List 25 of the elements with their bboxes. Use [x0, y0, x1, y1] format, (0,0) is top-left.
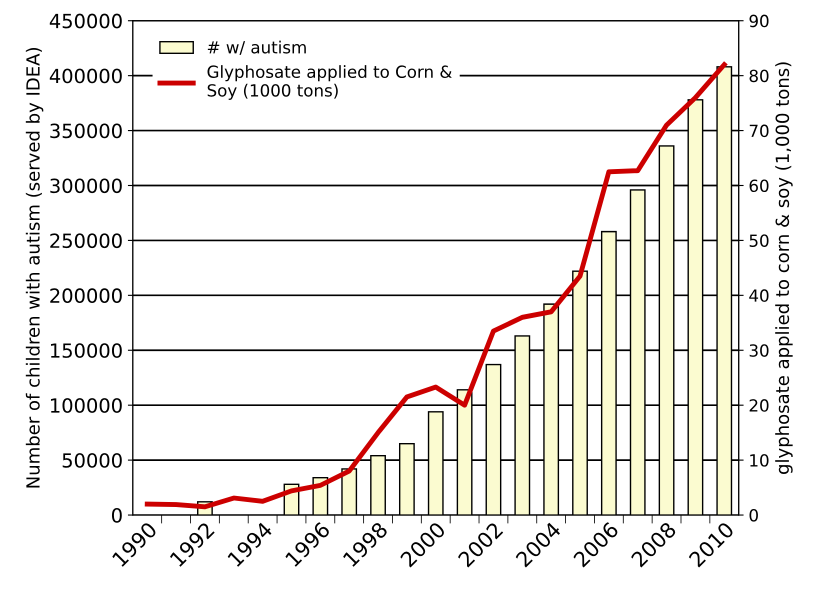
y-tick-label: 100000 [50, 398, 122, 413]
y2-tick-label: 50 [750, 234, 769, 247]
y2-axis-title: glyphosate applied to corn & soy (1,000 tons) [775, 62, 793, 474]
y-tick-label: 50000 [62, 453, 122, 468]
y2-tick-label: 40 [749, 289, 769, 302]
y2-tick-label: 70 [750, 124, 769, 138]
y-tick-label: 250000 [50, 233, 122, 248]
y-tick-label: 350000 [50, 124, 122, 138]
line-series [144, 62, 727, 510]
y-tick-label: 300000 [50, 178, 122, 194]
y-tick-label: 0 [112, 508, 122, 523]
legend-label: # w/ autism [208, 40, 306, 55]
y-axis-title: Number of children with autism (served by IDEA) [26, 48, 44, 488]
y-tick-label: 400000 [50, 68, 122, 84]
y-tick-label: 200000 [50, 288, 122, 304]
y2-tick-label: 20 [750, 399, 769, 412]
y2-tick-label: 60 [750, 179, 769, 192]
y2-tick-label: 10 [750, 454, 769, 467]
y-tick-label: 450000 [50, 14, 122, 28]
y2-tick-label: 0 [750, 509, 758, 522]
y-tick-label: 150000 [50, 343, 122, 358]
legend-label: Glyphosate applied to Corn & Soy (1000 tons) [208, 65, 452, 100]
y2-tick-label: 80 [750, 70, 769, 82]
y2-tick-label: 90 [749, 14, 769, 28]
y2-tick-label: 30 [750, 344, 769, 357]
